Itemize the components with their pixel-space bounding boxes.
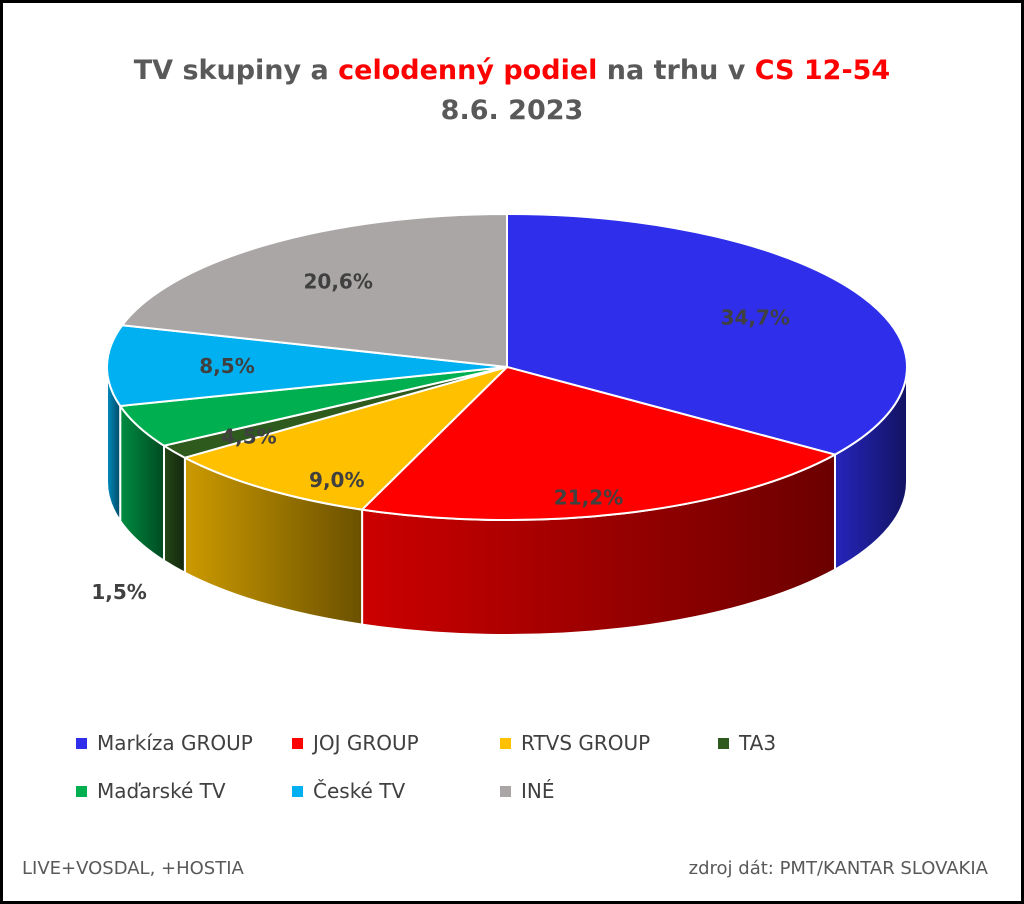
legend-label: JOJ GROUP bbox=[313, 731, 419, 755]
data-label-madarske-tv: 4,5% bbox=[221, 425, 276, 449]
slice-markiza-group bbox=[506, 213, 908, 456]
title-line-2: 8.6. 2023 bbox=[440, 95, 584, 126]
legend-item-ine: INÉ bbox=[500, 778, 555, 804]
legend-item-markiza-group: Markíza GROUP bbox=[76, 730, 253, 756]
data-label-joj-group: 21,2% bbox=[554, 485, 623, 509]
data-label-ceske-tv: 8,5% bbox=[199, 354, 254, 378]
slice-ine bbox=[121, 213, 508, 368]
data-label-markiza-group: 34,7% bbox=[721, 305, 790, 329]
title-line-1: TV skupiny a celodenný podiel na trhu v … bbox=[3, 51, 1021, 91]
title-highlight-2: CS 12-54 bbox=[754, 55, 891, 86]
footer-note: LIVE+VOSDAL, +HOSTIA bbox=[22, 858, 244, 879]
legend-swatch bbox=[76, 737, 87, 749]
legend-swatch bbox=[500, 785, 511, 797]
legend-label: TA3 bbox=[739, 731, 777, 755]
legend-label: RTVS GROUP bbox=[521, 731, 651, 755]
legend-label: Markíza GROUP bbox=[97, 731, 253, 755]
legend-label: Maďarské TV bbox=[97, 779, 226, 803]
title-highlight-1: celodenný podiel bbox=[338, 55, 598, 86]
legend-item-rtvs-group: RTVS GROUP bbox=[500, 730, 650, 756]
legend-label: České TV bbox=[313, 779, 406, 803]
pie-chart: 34,7% 21,2% 9,0% 1,5% 4,5% 8,5% 20,6% bbox=[91, 213, 908, 636]
legend-item-ceske-tv: České TV bbox=[292, 778, 405, 804]
slice-rtvs-group bbox=[183, 366, 508, 511]
side-ta3 bbox=[162, 443, 186, 575]
title-text-1: TV skupiny a bbox=[133, 55, 339, 86]
chart-title: TV skupiny a celodenný podiel na trhu v … bbox=[3, 51, 1021, 131]
pie-tops bbox=[106, 213, 908, 521]
legend-swatch bbox=[76, 785, 87, 797]
slice-joj-group bbox=[361, 366, 836, 521]
legend-label: INÉ bbox=[521, 779, 555, 803]
pie-labels: 34,7% 21,2% 9,0% 1,5% 4,5% 8,5% 20,6% bbox=[91, 270, 790, 604]
data-label-ine: 20,6% bbox=[303, 270, 372, 294]
slice-ceske-tv bbox=[106, 324, 508, 407]
legend-swatch bbox=[500, 737, 511, 749]
title-text-2: na trhu v bbox=[597, 55, 755, 86]
legend-swatch bbox=[292, 785, 303, 797]
data-label-rtvs-group: 9,0% bbox=[309, 468, 364, 492]
legend-item-ta3: TA3 bbox=[718, 730, 776, 756]
legend-swatch bbox=[292, 737, 303, 749]
data-label-ta3: 1,5% bbox=[91, 580, 146, 604]
legend-item-madarske-tv: Maďarské TV bbox=[76, 778, 226, 804]
legend-swatch bbox=[718, 737, 729, 749]
pie-sides bbox=[106, 366, 908, 636]
footer-source: zdroj dát: PMT/KANTAR SLOVAKIA bbox=[688, 858, 988, 879]
legend-item-joj-group: JOJ GROUP bbox=[292, 730, 419, 756]
